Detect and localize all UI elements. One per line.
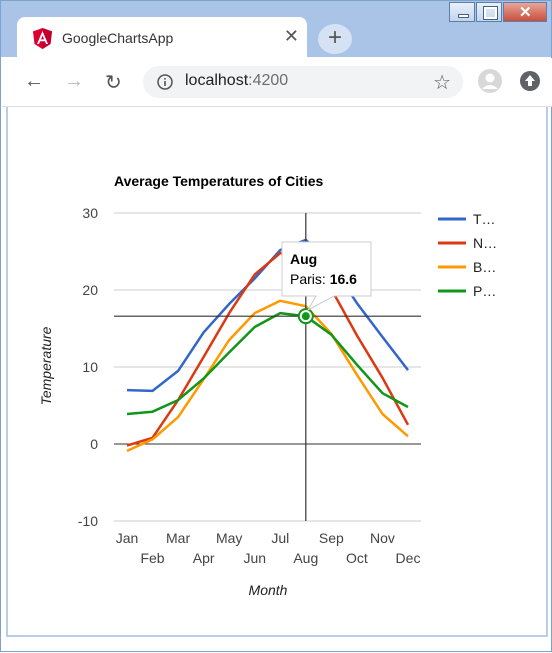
- legend: T… N… B… P…: [438, 211, 497, 299]
- tooltip-box: [281, 241, 372, 312]
- x-tick-label: Feb: [140, 550, 164, 566]
- y-tick-label: 0: [90, 436, 98, 452]
- x-tick-label: Jun: [243, 550, 266, 566]
- address-bar[interactable]: localhost:4200 ☆: [143, 66, 463, 98]
- url-host: localhost: [185, 72, 249, 89]
- legend-label: N…: [473, 235, 497, 251]
- x-tick-label: Dec: [396, 550, 421, 566]
- tooltip-category: Aug: [290, 251, 317, 267]
- title-bar: ✕ GoogleChartsApp ✕ +: [1, 1, 551, 59]
- forward-arrow-icon[interactable]: →: [64, 70, 84, 92]
- maximize-button[interactable]: [476, 2, 502, 22]
- focus-point: [301, 312, 310, 321]
- x-tick-label: Nov: [370, 530, 395, 546]
- page-content: [6, 107, 548, 637]
- tooltip-value-line: Paris: 16.6: [290, 271, 357, 287]
- tab-title: GoogleChartsApp: [62, 30, 174, 46]
- angular-logo-icon: [33, 28, 52, 49]
- x-tick-label: May: [216, 530, 242, 546]
- y-axis-ticks: -10 0 10 20 30: [78, 205, 98, 529]
- legend-label: T…: [473, 211, 496, 227]
- minimize-button[interactable]: [449, 2, 475, 22]
- info-icon: [157, 74, 173, 90]
- x-tick-label: Mar: [166, 530, 190, 546]
- window-controls: ✕: [448, 2, 547, 24]
- y-tick-label: 30: [82, 205, 98, 221]
- legend-label: B…: [473, 259, 496, 275]
- series-lines: [126, 238, 410, 453]
- series-line: [126, 311, 409, 416]
- profile-avatar-icon[interactable]: [478, 69, 502, 93]
- back-arrow-icon[interactable]: ←: [24, 70, 44, 92]
- browser-tab[interactable]: GoogleChartsApp ✕: [17, 17, 307, 59]
- update-icon[interactable]: [519, 70, 541, 92]
- url-port: :4200: [248, 72, 289, 89]
- star-icon[interactable]: ☆: [433, 72, 451, 94]
- close-window-icon: ✕: [519, 4, 532, 21]
- tooltip: Aug Paris: 16.6: [281, 241, 372, 312]
- x-tick-label: Jan: [116, 530, 139, 546]
- y-tick-label: 10: [82, 359, 98, 375]
- y-tick-label: -10: [78, 513, 98, 529]
- y-axis-label: Temperature: [38, 326, 54, 405]
- y-tick-label: 20: [82, 282, 98, 298]
- close-window-button[interactable]: ✕: [503, 2, 547, 22]
- plus-icon: +: [327, 24, 342, 51]
- reload-icon[interactable]: ↻: [105, 72, 122, 94]
- x-tick-label: Jul: [271, 530, 289, 546]
- x-tick-label: Oct: [346, 550, 368, 566]
- series-line: [126, 251, 410, 447]
- close-tab-icon[interactable]: ✕: [283, 26, 299, 46]
- x-tick-label: Apr: [193, 550, 215, 566]
- x-tick-label: Sep: [319, 530, 344, 546]
- new-tab-button[interactable]: +: [318, 24, 352, 54]
- url-text: localhost:4200: [185, 72, 288, 90]
- tooltip-series-label: Paris:: [290, 271, 330, 287]
- series-line: [126, 299, 409, 453]
- tooltip-value: 16.6: [330, 271, 357, 287]
- browser-toolbar: ← → ↻ localhost:4200 ☆: [2, 58, 552, 107]
- x-tick-label: Aug: [293, 550, 318, 566]
- x-axis-label: Month: [249, 582, 288, 598]
- chart-title: Average Temperatures of Cities: [114, 173, 324, 189]
- legend-label: P…: [473, 283, 496, 299]
